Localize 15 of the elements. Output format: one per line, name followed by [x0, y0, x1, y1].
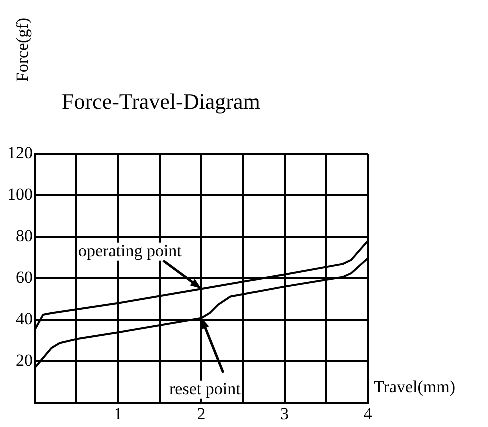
chart-title: Force-Travel-Diagram [62, 88, 260, 114]
y-axis-title: Force(gf) [12, 18, 32, 82]
y-tick-label: 20 [16, 350, 33, 370]
y-tick-label: 40 [16, 309, 33, 328]
y-tick-label: 100 [8, 184, 33, 204]
y-tick-label: 80 [16, 226, 33, 246]
x-tick-label: 1 [114, 404, 122, 424]
x-tick-label: 4 [364, 404, 373, 424]
x-tick-label: 3 [280, 404, 289, 424]
annotation: reset point [170, 379, 242, 398]
x-tick-label: 2 [197, 404, 206, 424]
y-tick-label: 60 [16, 268, 33, 287]
y-tick-label: 120 [8, 143, 33, 162]
x-axis-title: Travel(mm) [374, 377, 456, 396]
annotation: operating point [78, 241, 182, 260]
